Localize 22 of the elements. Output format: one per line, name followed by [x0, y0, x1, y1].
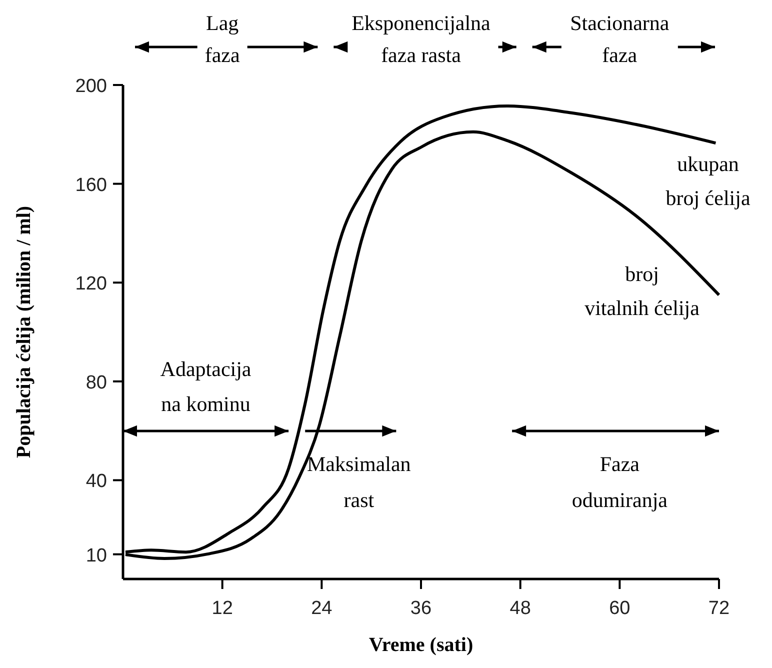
y-tick-label: 160	[75, 174, 107, 196]
y-tick-label: 80	[86, 372, 107, 394]
text: Lag faza	[204, 11, 240, 67]
annotation: Faza odumiranja	[572, 452, 668, 512]
y-tick-label: 40	[86, 471, 107, 492]
x-tick-label: 48	[510, 598, 531, 619]
x-tick-label: 36	[410, 598, 432, 619]
series-label: ukupan broj ćelija	[666, 152, 751, 210]
x-tick-label: 24	[311, 598, 333, 619]
y-tick-label: 120	[75, 274, 107, 295]
annotation: Maksimalan rast	[307, 452, 412, 512]
series-label: broj vitalnih ćelija	[584, 262, 700, 320]
x-tick-label: 60	[609, 598, 630, 619]
y-axis-title: Populacija ćelija (milion / ml)	[13, 206, 35, 458]
y-tick-label: 200	[75, 76, 107, 97]
text: Stacionarna faza	[570, 11, 670, 67]
text: Eksponencijalna faza rasta	[352, 11, 492, 67]
annotation: Adaptacija na kominu	[160, 357, 252, 416]
x-tick-label: 72	[708, 598, 730, 619]
x-axis-title: Vreme (sati)	[368, 634, 474, 656]
y-tick-label: 10	[86, 545, 107, 566]
x-tick-label: 12	[212, 598, 233, 619]
